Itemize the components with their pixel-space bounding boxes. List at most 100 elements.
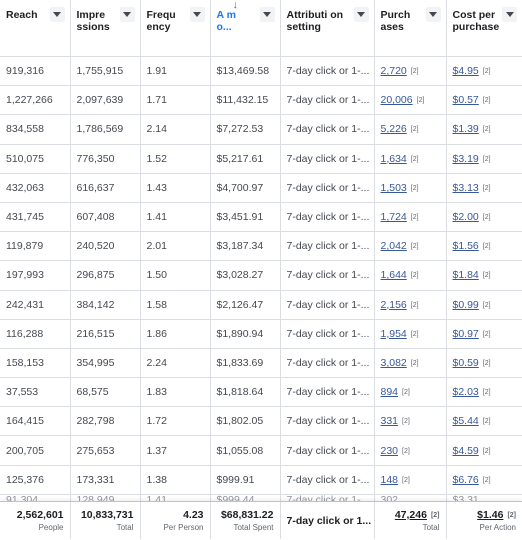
cost-per-purchase-link[interactable]: $6.76 <box>452 473 479 486</box>
table-row: 116,288 216,515 1.86 $1,890.94 7-day click o… <box>0 319 522 349</box>
table-row: 37,553 68,575 1.83 $1,818.64 7-day click or … <box>0 377 522 408</box>
table-row: 242,431 384,142 1.58 $2,126.47 7-day click o… <box>0 290 522 320</box>
purchases-link[interactable]: 1,503 <box>380 181 407 194</box>
footnote-marker: [2] <box>482 447 491 455</box>
table-row: 125,376 173,331 1.38 $999.91 7-day click or … <box>0 465 522 495</box>
results-body: 919,316 1,755,915 1.91 $13,469.58 7-day clic… <box>0 56 522 508</box>
caret-down-icon <box>193 12 201 17</box>
cost-per-purchase-link[interactable]: $3.13 <box>452 181 479 194</box>
purchases-link[interactable]: 2,156 <box>380 298 407 311</box>
total-frequency: 4.23 Per Person <box>140 502 211 539</box>
column-header-amount-spent[interactable]: A m o... ↓ <box>210 0 281 57</box>
footnote-marker: [2] <box>482 126 491 134</box>
caret-down-icon <box>357 12 365 17</box>
total-purchases[interactable]: 47,246 [2] Total <box>374 502 447 539</box>
footnote-marker: [2] <box>402 476 410 484</box>
table-row: 158,153 354,995 2.24 $1,833.69 7-day click o… <box>0 348 522 379</box>
table-row: 197,993 296,875 1.50 $3,028.27 7-day click o… <box>0 260 522 291</box>
footnote-marker: [2] <box>410 68 419 76</box>
footnote-marker: [2] <box>410 301 419 309</box>
cost-per-purchase-link[interactable]: $5.44 <box>452 415 479 428</box>
purchases-link[interactable]: 230 <box>380 444 399 457</box>
column-menu-button[interactable] <box>425 7 441 22</box>
cost-per-purchase-link[interactable]: $4.95 <box>452 65 479 78</box>
caret-down-icon <box>263 12 271 17</box>
footnote-marker: [2] <box>410 243 419 251</box>
header-row: Reach Impre ssions Frequ ency A m o... ↓… <box>0 0 522 57</box>
column-header-reach[interactable]: Reach <box>0 0 71 57</box>
column-menu-button[interactable] <box>119 7 135 22</box>
footnote-marker: [2] <box>482 155 491 163</box>
table-row: 1,227,266 2,097,639 1.71 $11,432.15 7-day cl… <box>0 85 522 116</box>
cost-per-purchase-link[interactable]: $0.99 <box>452 298 479 311</box>
cost-per-purchase-link[interactable]: $1.39 <box>452 123 479 136</box>
purchases-link[interactable]: 1,954 <box>380 327 407 340</box>
cost-per-purchase-link[interactable]: $0.59 <box>452 356 479 369</box>
table-row: 431,745 607,408 1.41 $3,451.91 7-day click o… <box>0 202 522 233</box>
cost-per-purchase-link[interactable]: $3.19 <box>452 152 479 165</box>
footnote-marker: [2] <box>482 330 491 338</box>
purchases-link[interactable]: 3,082 <box>380 356 407 369</box>
caret-down-icon <box>53 12 61 17</box>
footnote-marker: [2] <box>482 418 491 426</box>
purchases-link[interactable]: 1,634 <box>380 152 407 165</box>
purchases-link[interactable]: 1,644 <box>380 269 407 282</box>
total-impressions: 10,833,731 Total <box>70 502 141 539</box>
totals-footer: 2,562,601 People 10,833,731 Total 4.23 Per … <box>0 501 522 540</box>
purchases-link[interactable]: 20,006 <box>380 94 413 107</box>
footnote-marker: [2] <box>402 389 410 397</box>
results-table: Reach Impre ssions Frequ ency A m o... ↓… <box>0 0 522 508</box>
cost-per-purchase-link[interactable]: $1.56 <box>452 240 479 253</box>
column-header-purchases[interactable]: Purch ases <box>374 0 447 57</box>
purchases-link[interactable]: 1,724 <box>380 211 407 224</box>
purchases-link[interactable]: 148 <box>380 473 399 486</box>
footnote-marker: [2] <box>410 330 419 338</box>
cost-per-purchase-link[interactable]: $2.00 <box>452 211 479 224</box>
footnote-marker: [2] <box>410 184 419 192</box>
footnote-marker: [2] <box>482 184 491 192</box>
table-row: 432,063 616,637 1.43 $4,700.97 7-day click o… <box>0 173 522 203</box>
table-row: 510,075 776,350 1.52 $5,217.61 7-day click o… <box>0 144 522 174</box>
table-row: 919,316 1,755,915 1.91 $13,469.58 7-day clic… <box>0 56 522 87</box>
footnote-marker: [2] <box>410 155 419 163</box>
column-menu-button[interactable] <box>189 7 205 22</box>
total-attribution-setting: 7-day click or 1... <box>280 502 375 539</box>
footnote-marker: [2] <box>482 476 491 484</box>
footnote-marker: [2] <box>416 97 425 105</box>
purchases-link[interactable]: 894 <box>380 386 399 399</box>
table-row: 119,879 240,520 2.01 $3,187.34 7-day click o… <box>0 231 522 262</box>
footnote-marker: [2] <box>507 512 516 519</box>
cost-per-purchase-link[interactable]: $1.84 <box>452 269 479 282</box>
total-amount-spent: $68,831.22 Total Spent <box>210 502 281 539</box>
purchases-link[interactable]: 2,042 <box>380 240 407 253</box>
cost-per-purchase-link[interactable]: $4.59 <box>452 444 479 457</box>
purchases-link[interactable]: 331 <box>380 415 399 428</box>
caret-down-icon <box>429 12 437 17</box>
table-row: 834,558 1,786,569 2.14 $7,272.53 7-day click… <box>0 114 522 145</box>
column-header-cost-per-purchase[interactable]: Cost per purchase <box>446 0 522 57</box>
footnote-marker: [2] <box>410 214 419 222</box>
column-header-impressions[interactable]: Impre ssions <box>70 0 141 57</box>
column-header-attribution-setting[interactable]: Attributi on setting <box>280 0 375 57</box>
total-cost-per-purchase[interactable]: $1.46 [2] Per Action <box>477 509 516 532</box>
footnote-marker: [2] <box>482 243 491 251</box>
table-row: 200,705 275,653 1.37 $1,055.08 7-day click o… <box>0 435 522 466</box>
column-menu-button[interactable] <box>502 7 517 22</box>
column-menu-button[interactable] <box>259 7 275 22</box>
sort-descending-icon: ↓ <box>232 0 239 11</box>
column-menu-button[interactable] <box>49 7 65 22</box>
column-menu-button[interactable] <box>353 7 369 22</box>
cost-per-purchase-link[interactable]: $2.03 <box>452 386 479 399</box>
cost-per-purchase-link[interactable]: $0.97 <box>452 327 479 340</box>
column-header-frequency[interactable]: Frequ ency <box>140 0 211 57</box>
purchases-link[interactable]: 2,720 <box>380 65 407 78</box>
footnote-marker: [2] <box>430 512 440 519</box>
purchases-link[interactable]: 5,226 <box>380 123 407 136</box>
footnote-marker: [2] <box>410 272 419 280</box>
footnote-marker: [2] <box>482 97 491 105</box>
footnote-marker: [2] <box>482 272 491 280</box>
footnote-marker: [2] <box>402 447 410 455</box>
footnote-marker: [2] <box>410 126 419 134</box>
footnote-marker: [2] <box>402 418 410 426</box>
cost-per-purchase-link[interactable]: $0.57 <box>452 94 479 107</box>
